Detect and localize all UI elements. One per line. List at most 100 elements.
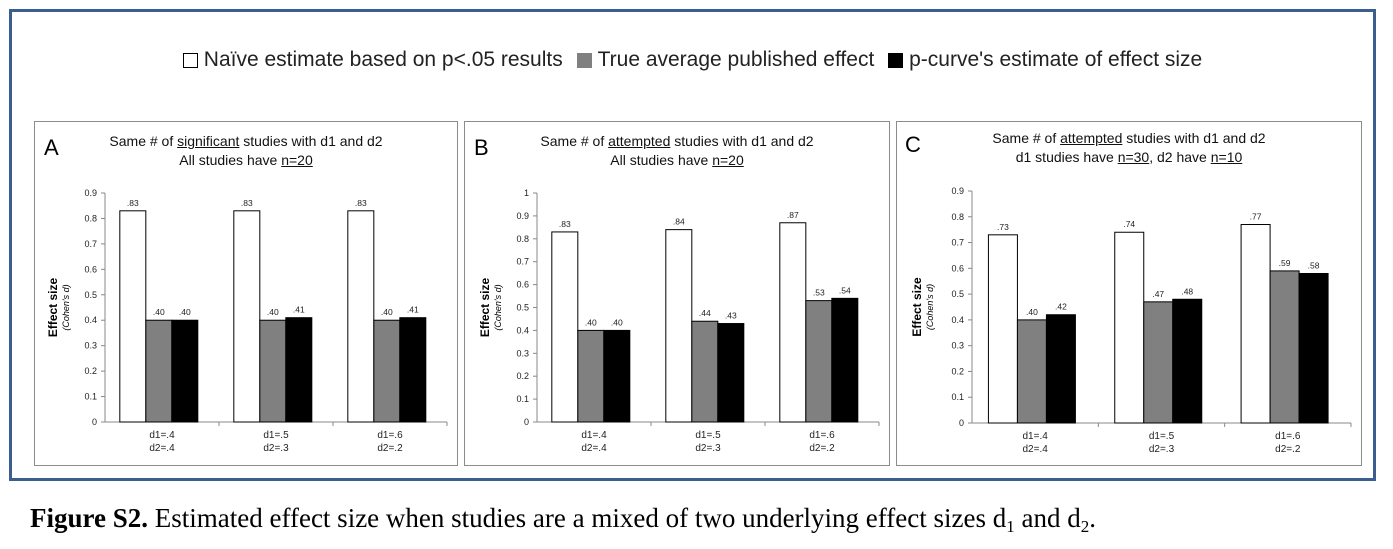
chart-svg-c: 0 0.1 0.2 0.3 0.4 0.5 0.6 0.7 0.8 0.9 Effect size(… [910, 186, 1352, 455]
y-axis-sublabel: (Cohen's d) [61, 284, 71, 330]
data-label-true-average-3: .59 [1279, 258, 1291, 268]
title-text: All studies have [179, 152, 282, 168]
x-tick-label: d2=.3 [695, 443, 721, 454]
y-tick-label: 0.2 [951, 366, 964, 376]
y-tick-label: 0 [92, 417, 97, 427]
y-tick-label: 0.9 [516, 211, 529, 221]
data-label-true-average-1: .40 [1026, 307, 1038, 317]
y-tick-label: 0.7 [516, 257, 529, 267]
legend-item-p-curve: p-curve's estimate of effect size [888, 48, 1202, 72]
title-text: Same # of [109, 133, 178, 149]
data-label-naive-3: .83 [355, 198, 367, 208]
bar-true-average-3 [805, 300, 833, 423]
panel-title-a: Same # of significant studies with d1 an… [35, 132, 457, 170]
bar-naive-1 [987, 234, 1018, 424]
y-tick-label: 0.3 [84, 341, 97, 351]
y-tick-label: 0.9 [951, 186, 964, 196]
bar-naive-3 [779, 222, 807, 423]
bar-naive-2 [665, 229, 693, 423]
caption-text: Estimated effect size when studies are a… [148, 503, 1007, 533]
data-label-p-curve-3: .54 [839, 285, 851, 295]
data-label-true-average-2: .47 [1152, 289, 1164, 299]
y-tick-label: 0.7 [951, 238, 964, 248]
y-tick-label: 0.6 [84, 264, 97, 274]
x-tick-label: d1=.6 [377, 430, 403, 441]
y-tick-label: 0.3 [516, 348, 529, 358]
y-tick-label: 1 [524, 188, 529, 198]
data-label-naive-3: .77 [1250, 212, 1262, 222]
legend-item-naive: Naïve estimate based on p<.05 results [182, 48, 563, 72]
data-label-p-curve-2: .41 [293, 305, 305, 315]
y-tick-label: 0.4 [516, 325, 529, 335]
y-axis-sublabel: (Cohen's d) [925, 284, 935, 330]
bar-naive-2 [233, 210, 261, 423]
y-tick-label: 0.5 [951, 289, 964, 299]
data-label-p-curve-1: .40 [611, 317, 623, 327]
title-text: All studies have [610, 152, 713, 168]
data-label-naive-1: .83 [127, 198, 139, 208]
y-axis-label: Effect size [910, 277, 924, 337]
underlined-text: n=20 [712, 152, 744, 168]
data-label-p-curve-2: .48 [1181, 286, 1193, 296]
bar-naive-3 [347, 210, 375, 423]
panel-title-line-b-1: All studies have n=20 [465, 151, 889, 170]
y-tick-label: 0.8 [84, 213, 97, 223]
legend-label-naive: Naïve estimate based on p<.05 results [203, 48, 563, 71]
chart-panel-a: A Same # of significant studies with d1 a… [34, 121, 458, 466]
bar-p-curve-1 [1045, 314, 1076, 424]
legend-label-true-average: True average published effect [597, 48, 875, 71]
y-axis-label: Effect size [478, 277, 492, 337]
x-tick-label: d2=.3 [1149, 444, 1175, 455]
x-tick-label: d1=.4 [149, 430, 175, 441]
title-text: studies with d1 and d2 [670, 133, 814, 149]
data-label-true-average-3: .53 [813, 288, 825, 298]
data-label-p-curve-2: .43 [725, 311, 737, 321]
caption-sub-1: 1 [1006, 517, 1015, 536]
panel-title-c: Same # of attempted studies with d1 and … [897, 129, 1361, 167]
legend-swatch-naive [182, 52, 198, 68]
bar-true-average-2 [259, 319, 287, 423]
legend-swatch-true-average [576, 52, 592, 68]
x-tick-label: d2=.3 [263, 443, 289, 454]
y-tick-label: 0.9 [84, 188, 97, 198]
x-tick-label: d1=.5 [263, 430, 289, 441]
chart-panel-b: B Same # of attempted studies with d1 and… [464, 121, 890, 466]
panel-title-line-b-0: Same # of attempted studies with d1 and … [465, 132, 889, 151]
y-tick-label: 0.4 [951, 315, 964, 325]
y-axis-sublabel: (Cohen's d) [493, 284, 503, 330]
legend-label-p-curve: p-curve's estimate of effect size [909, 48, 1203, 71]
data-label-true-average-2: .40 [267, 307, 279, 317]
bar-true-average-1 [1016, 319, 1047, 424]
y-tick-label: 0.6 [951, 263, 964, 273]
data-label-naive-3: .87 [787, 210, 799, 220]
panel-letter-c: C [905, 132, 921, 157]
underlined-text: significant [177, 133, 240, 149]
x-tick-label: d2=.4 [1023, 444, 1049, 455]
bar-p-curve-2 [1172, 298, 1203, 424]
title-text: Same # of [540, 133, 609, 149]
title-text: studies with d1 and d2 [239, 133, 383, 149]
data-label-naive-2: .83 [241, 198, 253, 208]
bar-true-average-1 [577, 329, 605, 423]
legend: Naïve estimate based on p<.05 results Tr… [12, 48, 1373, 74]
panel-title-line-c-1: d1 studies have n=30, d2 have n=10 [897, 148, 1361, 167]
y-tick-label: 0.2 [84, 366, 97, 376]
data-label-true-average-2: .44 [699, 308, 711, 318]
caption-sub-2: 2 [1080, 517, 1090, 536]
underlined-text: attempted [1060, 130, 1123, 146]
bar-true-average-3 [1269, 270, 1300, 424]
x-tick-label: d1=.4 [581, 430, 607, 441]
y-axis-label: Effect size [46, 277, 60, 337]
bar-p-curve-2 [717, 323, 745, 423]
underlined-text: attempted [608, 133, 671, 149]
data-label-naive-2: .84 [673, 217, 685, 227]
underlined-text: n=30 [1117, 149, 1150, 165]
data-label-true-average-1: .40 [585, 317, 597, 327]
x-tick-label: d2=.2 [809, 443, 835, 454]
panel-letter-b: B [474, 135, 489, 160]
underlined-text: n=20 [281, 152, 313, 168]
data-label-true-average-1: .40 [153, 307, 165, 317]
figure-frame: Naïve estimate based on p<.05 results Tr… [9, 9, 1376, 481]
x-tick-label: d2=.4 [581, 443, 607, 454]
bar-true-average-2 [691, 320, 719, 423]
